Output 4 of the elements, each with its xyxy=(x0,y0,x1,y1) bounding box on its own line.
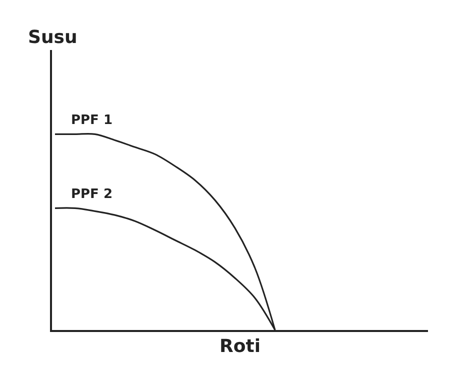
series-label: PPF 1 xyxy=(71,113,113,128)
x-axis-title: Roti xyxy=(219,336,261,357)
y-axis-title: Susu xyxy=(28,27,78,48)
series-label: PPF 2 xyxy=(71,187,113,202)
